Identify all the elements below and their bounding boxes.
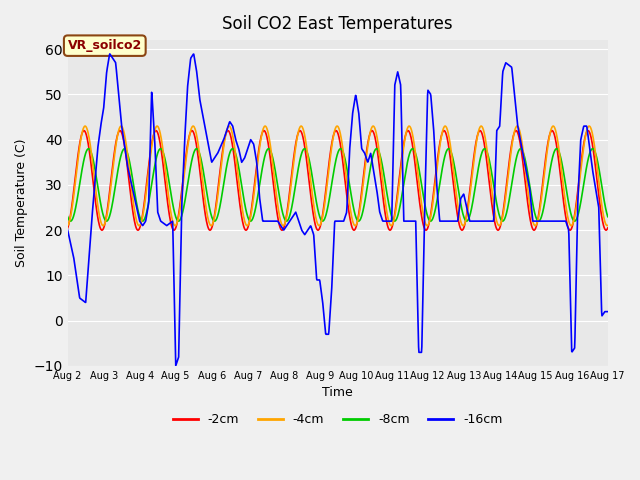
Text: VR_soilco2: VR_soilco2 [68, 39, 142, 52]
Title: Soil CO2 East Temperatures: Soil CO2 East Temperatures [222, 15, 453, 33]
X-axis label: Time: Time [323, 386, 353, 399]
Y-axis label: Soil Temperature (C): Soil Temperature (C) [15, 139, 28, 267]
Legend: -2cm, -4cm, -8cm, -16cm: -2cm, -4cm, -8cm, -16cm [168, 408, 508, 432]
